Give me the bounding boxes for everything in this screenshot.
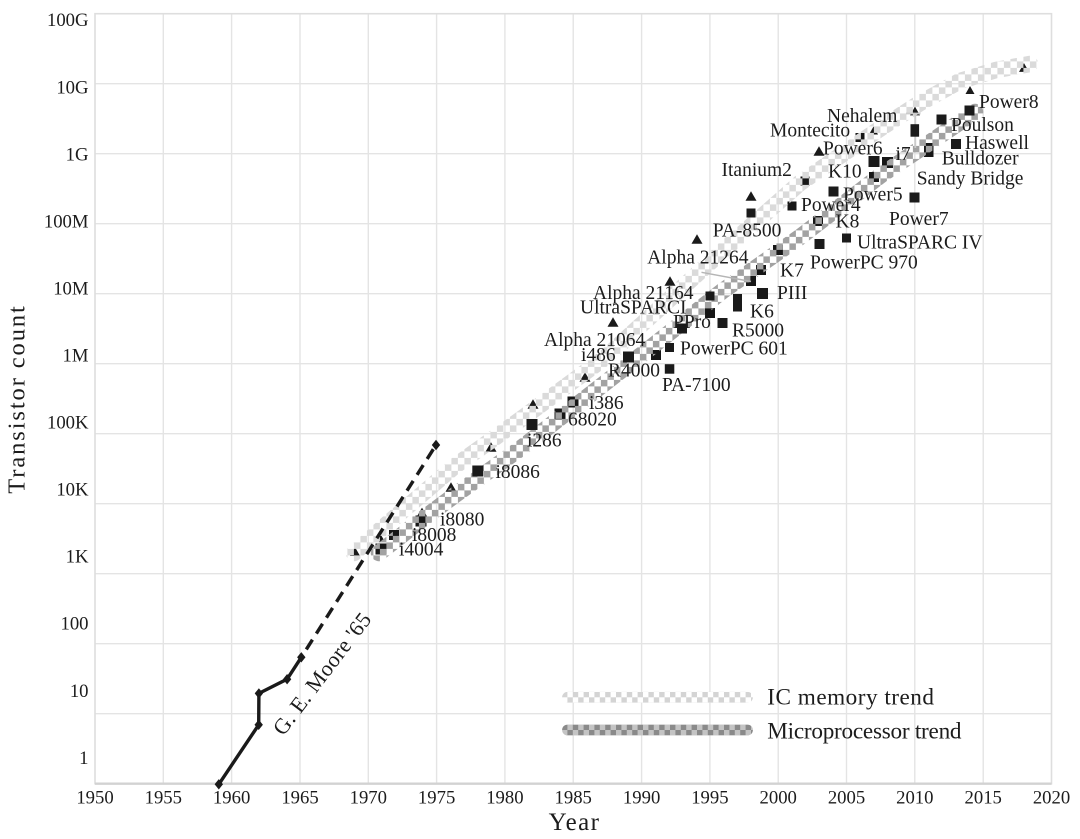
svg-text:10: 10 (70, 681, 89, 702)
svg-text:K7: K7 (780, 261, 804, 282)
svg-text:100M: 100M (44, 211, 89, 232)
svg-text:R5000: R5000 (732, 321, 784, 342)
svg-text:1: 1 (79, 748, 88, 769)
svg-text:PPro: PPro (673, 312, 711, 333)
svg-text:Montecito: Montecito (770, 121, 850, 142)
svg-text:Microprocessor trend: Microprocessor trend (767, 718, 962, 744)
svg-text:1M: 1M (63, 346, 89, 367)
svg-text:1950: 1950 (76, 788, 113, 809)
svg-text:2015: 2015 (965, 788, 1002, 809)
svg-text:Power8: Power8 (979, 92, 1039, 113)
svg-text:PowerPC 970: PowerPC 970 (810, 253, 918, 274)
svg-text:i8086: i8086 (496, 462, 541, 483)
svg-text:1960: 1960 (213, 788, 250, 809)
svg-text:1975: 1975 (418, 788, 455, 809)
svg-text:PA-8500: PA-8500 (713, 221, 782, 242)
svg-text:Nehalem: Nehalem (827, 106, 897, 127)
svg-text:i386: i386 (589, 393, 624, 414)
svg-text:K6: K6 (750, 302, 774, 323)
svg-text:Alpha 21064: Alpha 21064 (544, 330, 646, 351)
svg-text:Power5: Power5 (843, 185, 903, 206)
svg-text:i7: i7 (896, 144, 911, 165)
svg-text:UltraSPARC IV: UltraSPARC IV (857, 233, 983, 254)
svg-text:68020: 68020 (568, 410, 617, 431)
svg-text:1985: 1985 (555, 788, 592, 809)
svg-text:1965: 1965 (281, 788, 318, 809)
svg-text:1980: 1980 (486, 788, 523, 809)
svg-text:PA-7100: PA-7100 (662, 375, 731, 396)
svg-text:1K: 1K (66, 547, 89, 568)
svg-text:Alpha 21264: Alpha 21264 (647, 248, 749, 269)
svg-text:Haswell: Haswell (965, 133, 1029, 154)
svg-text:i8080: i8080 (440, 510, 484, 531)
svg-text:1990: 1990 (623, 788, 660, 809)
svg-text:2005: 2005 (828, 788, 865, 809)
svg-text:2000: 2000 (760, 788, 797, 809)
svg-text:Sandy Bridge: Sandy Bridge (917, 169, 1024, 190)
svg-text:K8: K8 (836, 212, 860, 233)
svg-text:i8008: i8008 (412, 525, 456, 546)
svg-text:i286: i286 (527, 431, 562, 452)
svg-text:K10: K10 (828, 162, 862, 183)
svg-text:1G: 1G (66, 144, 89, 165)
svg-text:100: 100 (60, 614, 88, 635)
svg-text:IC memory trend: IC memory trend (767, 685, 934, 711)
svg-text:1970: 1970 (350, 788, 387, 809)
svg-text:Power7: Power7 (889, 209, 949, 230)
svg-text:R4000: R4000 (608, 361, 660, 382)
svg-text:Alpha 21164: Alpha 21164 (593, 283, 694, 304)
svg-text:2010: 2010 (896, 788, 933, 809)
svg-text:Year: Year (549, 809, 601, 836)
svg-text:1955: 1955 (145, 788, 182, 809)
svg-text:Bulldozer: Bulldozer (942, 149, 1019, 170)
svg-text:PowerPC 601: PowerPC 601 (680, 339, 788, 360)
svg-text:UltraSPARCI: UltraSPARCI (580, 297, 687, 318)
svg-text:Power4: Power4 (801, 195, 861, 216)
svg-text:Power6: Power6 (823, 139, 883, 160)
svg-text:Itanium2: Itanium2 (722, 160, 792, 181)
svg-text:i486: i486 (581, 345, 616, 366)
svg-text:10M: 10M (53, 278, 89, 299)
svg-text:i4004: i4004 (399, 540, 444, 561)
svg-text:2020: 2020 (1033, 788, 1070, 809)
svg-text:Transistor count: Transistor count (4, 304, 31, 493)
svg-text:1995: 1995 (691, 788, 728, 809)
svg-text:Poulson: Poulson (951, 115, 1014, 136)
svg-text:100K: 100K (47, 413, 89, 434)
svg-text:100G: 100G (47, 10, 89, 31)
svg-text:10G: 10G (56, 77, 88, 98)
svg-text:PIII: PIII (777, 283, 807, 304)
svg-text:10K: 10K (56, 480, 89, 501)
